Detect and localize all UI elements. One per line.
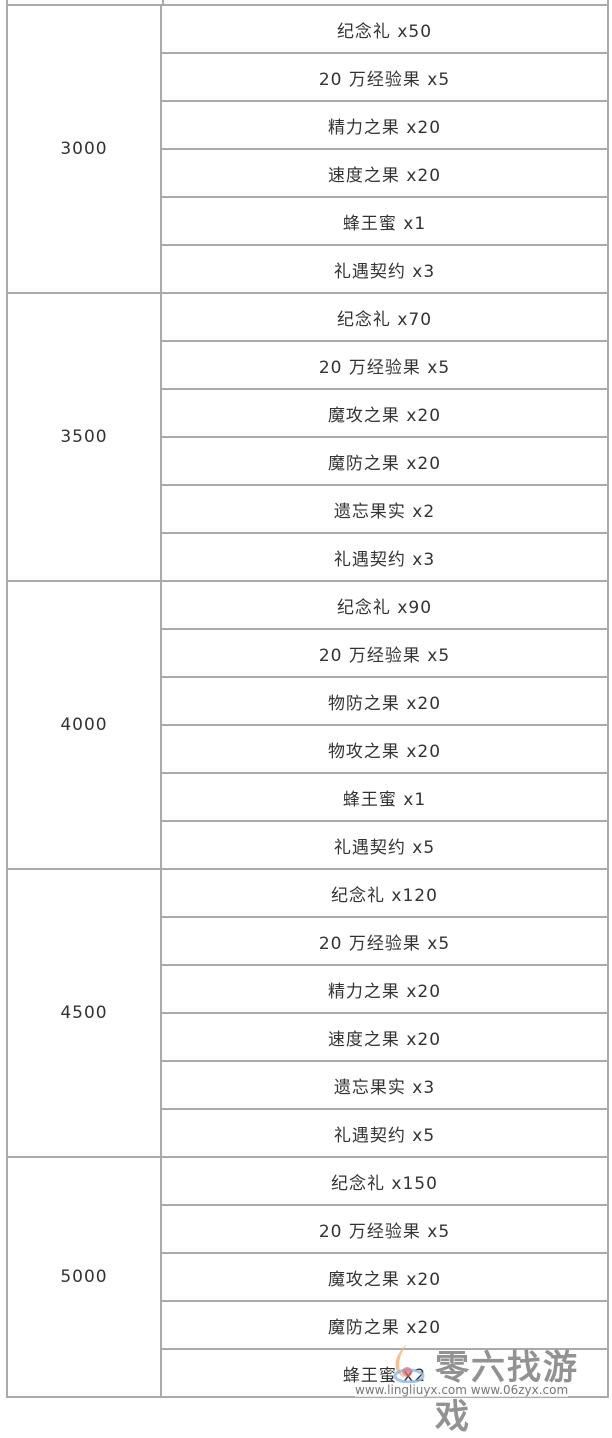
reward-item-cell: 蜂王蜜 x2 bbox=[162, 1350, 609, 1398]
tier-value-cell: 3500 bbox=[8, 294, 162, 582]
reward-item-cell: 纪念礼 x70 bbox=[162, 294, 609, 342]
reward-items: 纪念礼 x120 20 万经验果 x5 精力之果 x20 速度之果 x20 遗忘果实 x… bbox=[162, 870, 609, 1158]
reward-item-cell: 蜂王蜜 x1 bbox=[162, 774, 609, 822]
reward-item-cell: 速度之果 x20 bbox=[162, 150, 609, 198]
reward-item-cell: 物防之果 x20 bbox=[162, 678, 609, 726]
reward-tier-group: 4500 纪念礼 x120 20 万经验果 x5 精力之果 x20 速度之果 x20 遗忘… bbox=[8, 870, 609, 1158]
reward-items: 纪念礼 x90 20 万经验果 x5 物防之果 x20 物攻之果 x20 蜂王蜜 x1 礼… bbox=[162, 582, 609, 870]
reward-item-cell: 魔防之果 x20 bbox=[162, 438, 609, 486]
reward-item-cell: 魔攻之果 x20 bbox=[162, 1254, 609, 1302]
reward-tier-group: 4000 纪念礼 x90 20 万经验果 x5 物防之果 x20 物攻之果 x20 蜂王蜜… bbox=[8, 582, 609, 870]
reward-item-cell: 蜂王蜜 x1 bbox=[162, 198, 609, 246]
reward-item-cell: 礼遇契约 x3 bbox=[162, 246, 609, 294]
reward-items: 纪念礼 x150 20 万经验果 x5 魔攻之果 x20 魔防之果 x20 蜂王蜜 x2 bbox=[162, 1158, 609, 1398]
reward-item-cell: 20 万经验果 x5 bbox=[162, 630, 609, 678]
reward-item-cell: 纪念礼 x120 bbox=[162, 870, 609, 918]
reward-item-cell: 礼遇契约 x5 bbox=[162, 1110, 609, 1158]
reward-item-cell: 物攻之果 x20 bbox=[162, 726, 609, 774]
tier-value-cell: 4000 bbox=[8, 582, 162, 870]
reward-tier-group: 3000 纪念礼 x50 20 万经验果 x5 精力之果 x20 速度之果 x20 蜂王蜜… bbox=[8, 6, 609, 294]
reward-tier-group: 3500 纪念礼 x70 20 万经验果 x5 魔攻之果 x20 魔防之果 x20 遗忘果… bbox=[8, 294, 609, 582]
reward-tier-group: 5000 纪念礼 x150 20 万经验果 x5 魔攻之果 x20 魔防之果 x20 蜂王… bbox=[8, 1158, 609, 1398]
tier-value-cell: 4500 bbox=[8, 870, 162, 1158]
reward-item-cell: 纪念礼 x150 bbox=[162, 1158, 609, 1206]
reward-item-cell: 遗忘果实 x2 bbox=[162, 486, 609, 534]
reward-item-cell: 20 万经验果 x5 bbox=[162, 1206, 609, 1254]
reward-item-cell: 速度之果 x20 bbox=[162, 1014, 609, 1062]
reward-item-cell: 精力之果 x20 bbox=[162, 102, 609, 150]
reward-item-cell: 纪念礼 x50 bbox=[162, 6, 609, 54]
reward-item-cell: 精力之果 x20 bbox=[162, 966, 609, 1014]
reward-item-cell: 20 万经验果 x5 bbox=[162, 54, 609, 102]
reward-item-cell: 魔防之果 x20 bbox=[162, 1302, 609, 1350]
tier-value-cell: 5000 bbox=[8, 1158, 162, 1398]
reward-item-cell: 纪念礼 x90 bbox=[162, 582, 609, 630]
reward-table: 3000 纪念礼 x50 20 万经验果 x5 精力之果 x20 速度之果 x20 蜂王蜜… bbox=[6, 4, 609, 1398]
reward-items: 纪念礼 x50 20 万经验果 x5 精力之果 x20 速度之果 x20 蜂王蜜 x1 礼… bbox=[162, 6, 609, 294]
previous-row-fragment bbox=[6, 0, 609, 4]
reward-item-cell: 魔攻之果 x20 bbox=[162, 390, 609, 438]
reward-item-cell: 20 万经验果 x5 bbox=[162, 918, 609, 966]
reward-item-cell: 遗忘果实 x3 bbox=[162, 1062, 609, 1110]
reward-item-cell: 礼遇契约 x3 bbox=[162, 534, 609, 582]
tier-value-cell: 3000 bbox=[8, 6, 162, 294]
reward-item-cell: 20 万经验果 x5 bbox=[162, 342, 609, 390]
reward-items: 纪念礼 x70 20 万经验果 x5 魔攻之果 x20 魔防之果 x20 遗忘果实 x2… bbox=[162, 294, 609, 582]
reward-item-cell: 礼遇契约 x5 bbox=[162, 822, 609, 870]
